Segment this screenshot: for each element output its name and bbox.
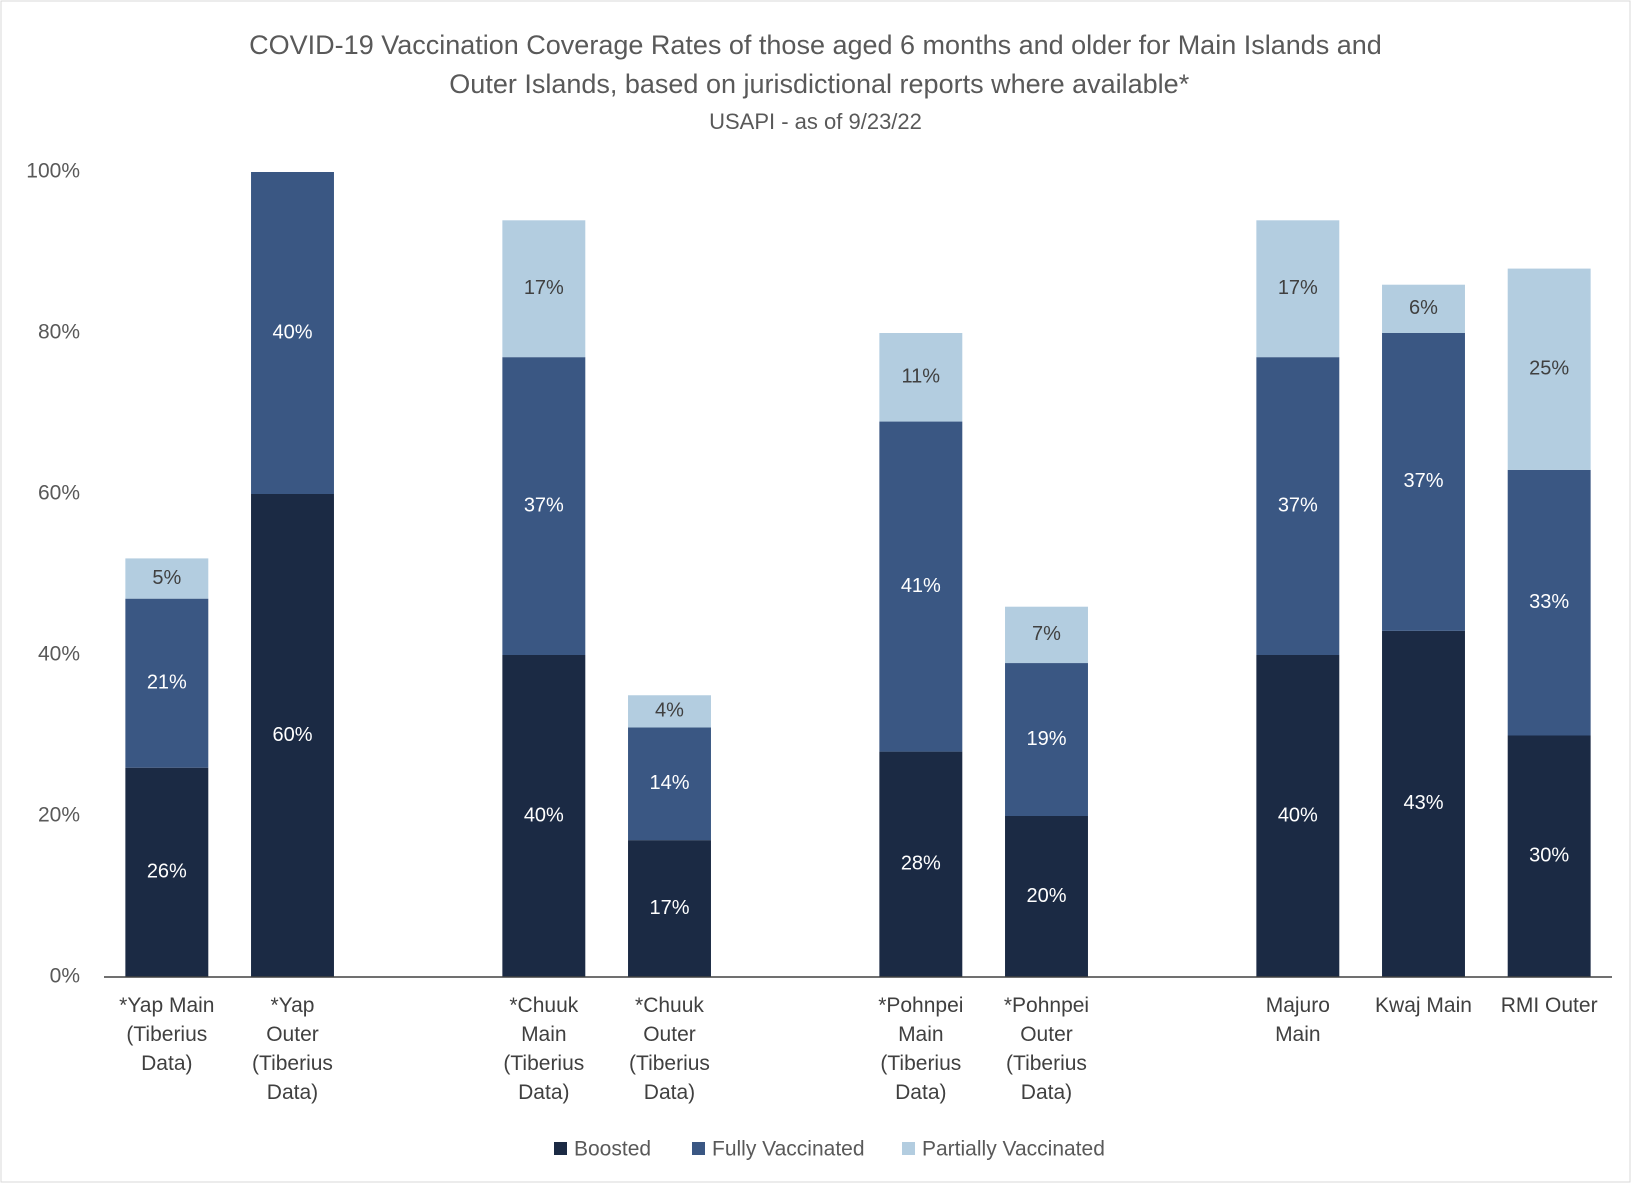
y-tick-label: 0% bbox=[50, 965, 80, 988]
legend-swatch bbox=[902, 1142, 915, 1155]
bar-segment bbox=[879, 333, 963, 422]
bar-segment bbox=[1507, 268, 1591, 470]
data-label: 37% bbox=[524, 494, 564, 516]
y-tick-label: 80% bbox=[38, 321, 80, 344]
data-label: 6% bbox=[1409, 297, 1438, 319]
data-label: 33% bbox=[1529, 591, 1569, 613]
x-tick-label: *Yap Outer (Tiberius Data) bbox=[252, 994, 333, 1104]
data-label: 40% bbox=[272, 321, 312, 343]
data-label: 40% bbox=[524, 804, 564, 826]
x-tick-label: *Chuuk Main (Tiberius Data) bbox=[503, 994, 585, 1104]
bar-segment bbox=[628, 727, 711, 841]
data-label: 21% bbox=[147, 671, 187, 693]
data-label: 41% bbox=[901, 575, 941, 597]
x-tick-label: *Pohnpei Outer (Tiberius Data) bbox=[1003, 994, 1090, 1104]
x-tick-label-box: *Pohnpei Outer (Tiberius Data) bbox=[1003, 994, 1090, 1104]
data-label: 17% bbox=[1278, 277, 1318, 299]
x-tick-label-box: RMI Outer bbox=[1500, 994, 1598, 1017]
legend-label: Boosted bbox=[574, 1138, 651, 1161]
y-tick-label: 100% bbox=[26, 160, 80, 183]
bar-segment bbox=[502, 220, 586, 358]
bar-segment bbox=[1005, 606, 1088, 664]
x-tick-label-box: *Yap Outer (Tiberius Data) bbox=[252, 994, 333, 1104]
data-label: 5% bbox=[152, 567, 181, 589]
data-label: 37% bbox=[1403, 470, 1443, 492]
bar-segment bbox=[1382, 630, 1465, 977]
data-label: 37% bbox=[1278, 494, 1318, 516]
data-label: 60% bbox=[272, 724, 312, 746]
data-label: 43% bbox=[1403, 792, 1443, 814]
bar-segment bbox=[1507, 469, 1591, 736]
bar-segment bbox=[1005, 663, 1088, 816]
bar-segment bbox=[1507, 735, 1591, 977]
bar-segment bbox=[1256, 357, 1340, 655]
data-label: 26% bbox=[147, 861, 187, 883]
x-tick-label: Kwaj Main bbox=[1375, 994, 1472, 1017]
bar-segment bbox=[879, 421, 963, 752]
x-tick-label: RMI Outer bbox=[1500, 994, 1598, 1017]
data-label: 7% bbox=[1032, 623, 1061, 645]
x-tick-label-box: Kwaj Main bbox=[1375, 994, 1472, 1017]
data-label: 14% bbox=[649, 772, 689, 794]
data-label: 28% bbox=[901, 853, 941, 875]
x-tick-label: *Yap Main (Tiberius Data) bbox=[119, 994, 215, 1075]
data-label: 17% bbox=[649, 897, 689, 919]
x-tick-label-box: *Chuuk Outer (Tiberius Data) bbox=[629, 994, 710, 1104]
x-tick-label: *Chuuk Outer (Tiberius Data) bbox=[629, 994, 710, 1104]
bar-segment bbox=[628, 840, 711, 977]
bar-segment bbox=[502, 655, 586, 977]
bar-segment bbox=[502, 357, 586, 655]
bar-segment bbox=[251, 494, 334, 977]
data-label: 25% bbox=[1529, 358, 1569, 380]
legend-swatch bbox=[554, 1142, 567, 1155]
data-label: 17% bbox=[524, 277, 564, 299]
x-tick-label-box: Majuro Main bbox=[1265, 994, 1330, 1046]
bar-segment bbox=[1256, 220, 1340, 358]
bar-segment bbox=[1005, 816, 1088, 977]
bar-segment bbox=[125, 767, 209, 977]
legend-label: Fully Vaccinated bbox=[712, 1138, 865, 1161]
x-tick-label-box: *Chuuk Main (Tiberius Data) bbox=[503, 994, 585, 1104]
chart-title: COVID-19 Vaccination Coverage Rates of t… bbox=[249, 30, 1382, 99]
bar-segment bbox=[1382, 284, 1465, 333]
chart-subtitle: USAPI - as of 9/23/22 bbox=[709, 109, 922, 134]
bar-segment bbox=[1382, 333, 1465, 631]
x-tick-label-box: *Yap Main (Tiberius Data) bbox=[119, 994, 215, 1075]
y-tick-label: 60% bbox=[38, 482, 80, 505]
bar-segment bbox=[251, 172, 334, 494]
legend-swatch bbox=[692, 1142, 705, 1155]
bar-segment bbox=[879, 751, 963, 977]
y-tick-label: 20% bbox=[38, 804, 80, 827]
bar-segment bbox=[125, 598, 209, 768]
data-label: 20% bbox=[1026, 885, 1066, 907]
y-tick-label: 40% bbox=[38, 643, 80, 666]
data-label: 30% bbox=[1529, 845, 1569, 867]
legend-label: Partially Vaccinated bbox=[922, 1138, 1105, 1161]
bar-segment bbox=[1256, 655, 1340, 977]
data-label: 4% bbox=[655, 700, 684, 722]
data-label: 19% bbox=[1026, 728, 1066, 750]
x-tick-label: *Pohnpei Main (Tiberius Data) bbox=[878, 994, 964, 1104]
data-label: 11% bbox=[902, 366, 941, 388]
x-tick-label-box: *Pohnpei Main (Tiberius Data) bbox=[878, 994, 964, 1104]
bar-segment bbox=[125, 558, 209, 599]
data-label: 40% bbox=[1278, 804, 1318, 826]
bar-segment bbox=[628, 695, 711, 728]
x-tick-label: Majuro Main bbox=[1265, 994, 1330, 1046]
